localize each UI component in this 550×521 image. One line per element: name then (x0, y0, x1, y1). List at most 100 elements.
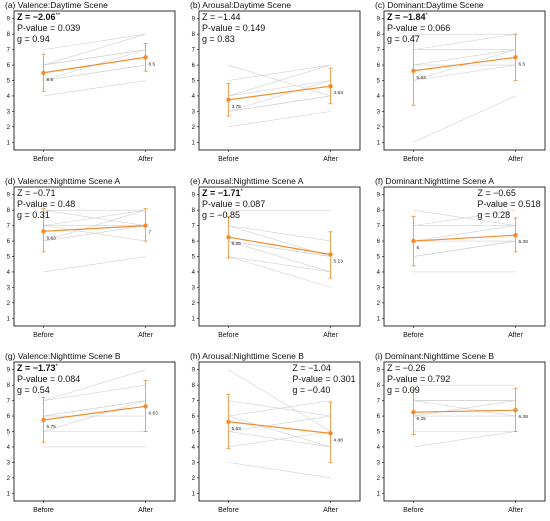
y-tick-label: 3 (7, 460, 11, 466)
p-value: P-value = 0.084 (17, 374, 80, 384)
mean-value-label: 5.75 (46, 424, 56, 430)
y-tick-label: 6 (7, 414, 11, 420)
participant-line (43, 256, 146, 273)
panel-title: (c) Dominant:Daytime Scene (375, 0, 484, 10)
participant-line (43, 225, 146, 242)
panel-plot: 1 2 3 4 5 6 7 8 9 Before After 5.63 4.88 Z = −1.04P-v… (192, 361, 361, 514)
y-tick-label: 5 (192, 430, 196, 436)
participant-line (413, 95, 516, 143)
y-tick-label: 8 (7, 32, 11, 38)
y-tick-label: 8 (192, 383, 196, 389)
y-tick-label: 9 (192, 368, 196, 374)
participant-line (228, 369, 331, 432)
y-tick-label: 2 (377, 125, 381, 131)
panel-dominant-daytime: (c) Dominant:Daytime Scene 1 2 3 4 5 6 7 8 9 Befo… (370, 0, 550, 170)
x-tick-label: Before (33, 507, 54, 514)
x-tick-label: After (508, 332, 523, 339)
x-tick-label: After (508, 507, 523, 514)
y-tick-label: 2 (192, 301, 196, 307)
participant-line (43, 64, 146, 81)
y-tick-label: 3 (7, 109, 11, 115)
effect-size: g = 0.09 (387, 385, 420, 395)
mean-value-label: 6.63 (149, 410, 159, 416)
effect-size: g = −0.40 (292, 385, 330, 395)
y-tick-label: 1 (192, 316, 196, 322)
p-value: P-value = 0.087 (202, 199, 265, 209)
participant-line (228, 431, 331, 448)
participant-line (228, 95, 331, 112)
y-tick-label: 1 (377, 491, 381, 497)
z-statistic: Z = −0.65 (477, 188, 516, 198)
mean-line (413, 409, 516, 413)
participant-line (228, 462, 331, 479)
y-tick-label: 6 (7, 239, 11, 245)
y-tick-label: 2 (377, 476, 381, 482)
x-tick-label: After (323, 156, 338, 163)
participant-line (228, 415, 331, 432)
y-tick-label: 8 (192, 32, 196, 38)
y-tick-label: 8 (192, 208, 196, 214)
y-tick-label: 1 (192, 140, 196, 146)
y-tick-label: 8 (7, 383, 11, 389)
significance-marker: * (426, 13, 429, 19)
effect-size: g = 0.54 (17, 385, 50, 395)
effect-size: g = 0.94 (17, 34, 50, 44)
participant-line (228, 111, 331, 128)
y-tick-label: 5 (7, 255, 11, 261)
panel-plot: 1 2 3 4 5 6 7 8 9 Before After 5.75 6.63 Z = −1.73*P-… (7, 361, 176, 514)
y-tick-label: 6 (377, 239, 381, 245)
y-tick-label: 5 (7, 430, 11, 436)
y-tick-label: 5 (192, 79, 196, 85)
y-tick-label: 8 (377, 208, 381, 214)
y-tick-label: 4 (7, 270, 11, 276)
y-tick-label: 6 (192, 239, 196, 245)
participant-line (43, 384, 146, 401)
participant-line (43, 400, 146, 432)
mean-value-label: 6.25 (231, 241, 241, 247)
panel-plot: 1 2 3 4 5 6 7 8 9 Before After 3.75 4.63 Z = −1.44P-v… (192, 10, 361, 163)
mean-line (413, 234, 516, 242)
y-tick-label: 4 (192, 445, 196, 451)
mean-point (411, 409, 416, 415)
participant-line (228, 240, 331, 273)
mean-point (226, 234, 231, 240)
p-value: P-value = 0.066 (387, 23, 450, 33)
y-tick-label: 7 (7, 224, 11, 230)
mean-point (143, 404, 148, 409)
participant-line (43, 49, 146, 66)
participant-line (228, 80, 331, 97)
mean-point (143, 55, 148, 60)
panel-plot: 1 2 3 4 5 6 7 8 9 Before After 5.63 6.5 Z = −1.84*P-v… (377, 10, 546, 163)
p-value: P-value = 0.518 (477, 199, 540, 209)
mean-point (513, 407, 518, 413)
y-tick-label: 8 (7, 208, 11, 214)
y-tick-label: 3 (377, 109, 381, 115)
panel-title: (e) Arousal:Nighttime Scene A (190, 176, 304, 186)
y-tick-label: 8 (377, 383, 381, 389)
participant-line (413, 431, 516, 448)
y-tick-label: 1 (377, 316, 381, 322)
y-tick-label: 9 (377, 17, 381, 23)
mean-line (228, 421, 331, 434)
participant-line (228, 400, 331, 417)
panel-dominant-night-b: (i) Dominant:Nighttime Scene B 1 2 3 4 5 6 7 8 9… (370, 351, 550, 521)
mean-point (226, 97, 231, 103)
participant-line (413, 49, 516, 81)
y-tick-label: 7 (377, 48, 381, 54)
participant-line (43, 33, 146, 50)
participant-line (43, 369, 146, 401)
effect-size: g = −0.85 (202, 210, 240, 220)
significance-marker: ** (56, 13, 61, 19)
mean-line (413, 56, 516, 72)
z-statistic: Z = −1.71* (202, 188, 244, 198)
z-statistic: Z = −0.26 (387, 363, 426, 373)
mean-point (143, 223, 148, 228)
y-tick-label: 6 (377, 414, 381, 420)
mean-line (43, 56, 146, 74)
panel-title: (h) Arousal:Nighttime Scene B (190, 351, 304, 361)
y-tick-label: 6 (192, 63, 196, 69)
y-tick-label: 4 (377, 445, 381, 451)
mean-point (328, 252, 333, 257)
panel-arousal-night-b: (h) Arousal:Nighttime Scene B 1 2 3 4 5 6 7 8 9 B… (185, 351, 365, 521)
participant-line (43, 209, 146, 226)
